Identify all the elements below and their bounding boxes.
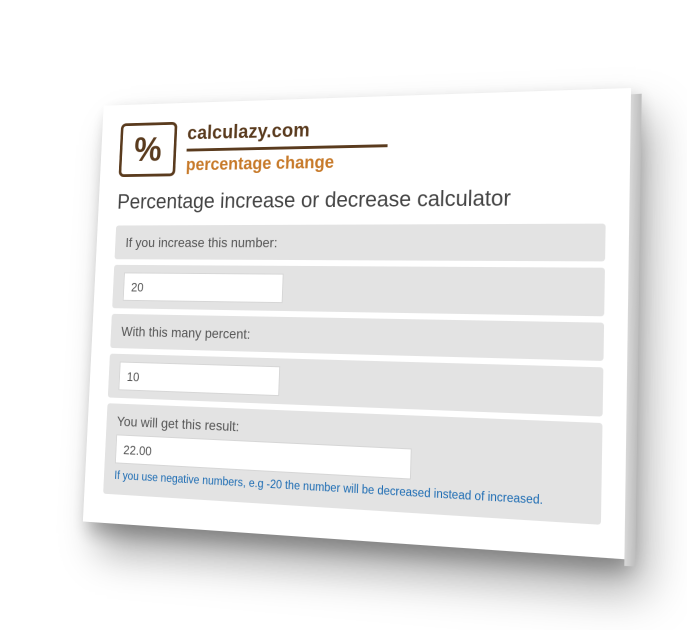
- page-title: Percentage increase or decrease calculat…: [116, 184, 605, 214]
- label-number-row: If you increase this number:: [114, 224, 605, 262]
- label-percent: With this many percent:: [120, 324, 250, 342]
- percent-input[interactable]: [118, 362, 280, 397]
- header: % calculazy.com percentage change: [118, 110, 607, 178]
- logo-box: %: [118, 122, 177, 177]
- brand-subtitle: percentage change: [185, 151, 387, 175]
- brand-divider: [186, 144, 387, 151]
- label-number: If you increase this number:: [125, 235, 278, 251]
- input-number-row: [112, 265, 605, 317]
- brand-block: calculazy.com percentage change: [185, 116, 388, 175]
- label-percent-row: With this many percent:: [110, 314, 604, 361]
- site-name: calculazy.com: [186, 118, 388, 145]
- number-input[interactable]: [122, 273, 283, 304]
- percent-icon: %: [133, 133, 162, 167]
- calculator-card: % calculazy.com percentage change Percen…: [82, 88, 630, 559]
- result-row: You will get this result: If you use neg…: [103, 403, 602, 524]
